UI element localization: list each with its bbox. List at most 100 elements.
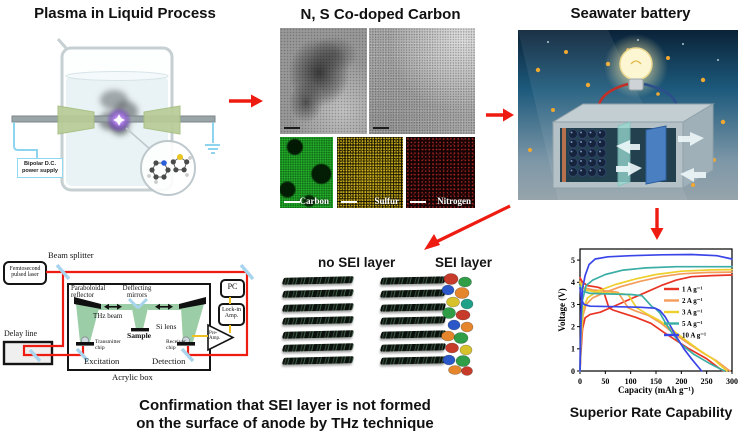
light-bulb	[619, 47, 653, 81]
thz-caption: Confirmation that SEI layer is not forme…	[120, 397, 450, 433]
paraboloidal-mirror-left	[74, 297, 101, 309]
anode-sheet	[281, 289, 355, 299]
x-tick-label: 250	[701, 377, 713, 386]
sei-layer-label: SEI layer	[435, 255, 493, 270]
thz-beam-label: THz beam	[93, 312, 123, 320]
rate-capability-chart: 0 50 100 150 200 250 300 0 1 2 3 4 5 Capacity (mAh g⁻…	[557, 248, 738, 395]
preamp-label: Pre- Amp.	[209, 331, 221, 342]
bulb-base	[628, 78, 644, 91]
anode-sheet	[281, 303, 355, 312]
carbon-panel-title: N, S Co-doped Carbon	[300, 6, 461, 23]
anode-sheet	[379, 289, 447, 299]
y-tick-label: 4	[571, 278, 575, 287]
seawater-battery-illustration	[518, 30, 738, 200]
anode-sheet	[281, 276, 355, 285]
scale-bar	[284, 127, 300, 129]
y-tick-label: 2	[571, 322, 575, 331]
series-line	[579, 281, 728, 372]
tem-image-high-mag	[369, 28, 475, 134]
y-tick-label: 0	[571, 367, 575, 376]
preamp-triangle	[207, 323, 235, 352]
plasma-panel-title: Plasma in Liquid Process	[34, 5, 216, 22]
thz-caption-line2: on the surface of anode by THz technique	[136, 415, 434, 432]
series-line	[579, 268, 733, 372]
anode-stack-with-sei	[379, 276, 447, 371]
x-tick-label: 150	[650, 377, 662, 386]
eds-map-label: Sulfur	[374, 196, 399, 206]
delay-line-label: Delay line	[4, 329, 38, 338]
bulb-filament	[630, 60, 642, 65]
y-tick-label: 1	[571, 345, 575, 354]
tem-image-low-mag	[280, 28, 367, 134]
y-axis-label: Voltage (V)	[557, 288, 567, 331]
plasma-beaker-illustration	[11, 38, 221, 196]
eds-map-nitrogen: Nitrogen	[406, 137, 475, 208]
eds-map-label: Nitrogen	[437, 196, 471, 206]
anode-sheet	[379, 356, 447, 366]
rate-capability-caption: Superior Rate Capability	[569, 404, 733, 420]
plasma-panel: Bipolar D.C. power supply	[10, 28, 221, 208]
arrow-carbon-to-battery	[486, 108, 514, 122]
plasma-spark	[113, 114, 125, 126]
eds-map-sulfur: Sulfur	[337, 137, 403, 208]
transmitter-chip-label: Transmitter chip	[95, 339, 121, 352]
signal-lines	[192, 297, 231, 337]
seawater-battery-panel	[518, 30, 738, 200]
eds-map-label: Carbon	[299, 196, 329, 206]
receiver-chip-bar	[177, 342, 195, 346]
anode-sheet	[379, 316, 447, 325]
anode-sheet	[379, 343, 447, 352]
legend-label: 10 A g⁻¹	[682, 332, 706, 340]
magnifier-line	[125, 127, 152, 151]
steering-mirrors	[28, 263, 255, 363]
acrylic-box-label: Acrylic box	[112, 372, 153, 382]
series-line	[579, 286, 703, 372]
paraboloidal-reflector-label: Paraboloidal reflector	[71, 285, 106, 300]
no-sei-layer-label: no SEI layer	[318, 255, 396, 270]
eds-map-carbon: Carbon	[280, 137, 333, 208]
lockin-amp-label: Lock-in Amp.	[222, 307, 241, 320]
receiver-chip-label: Receiver chip	[166, 339, 186, 352]
legend-label: 5 A g⁻¹	[682, 320, 703, 328]
deflecting-mirrors	[127, 297, 149, 310]
anode-sheet	[281, 329, 355, 339]
anode-sheet	[281, 316, 355, 325]
anode-sheet	[379, 329, 447, 339]
series-line	[579, 253, 733, 372]
thz-schematic-drawing	[2, 261, 255, 371]
thz-schematic-panel: Beam splitter Femtosecond pulsed laser D…	[0, 222, 270, 392]
series-line	[579, 274, 733, 372]
detection-label: Detection	[152, 356, 186, 366]
arrow-battery-to-sei	[424, 204, 511, 250]
pyridine-molecule	[147, 160, 171, 184]
sample-label: Sample	[127, 331, 152, 340]
arrow-plasma-to-carbon	[229, 94, 263, 108]
series-line	[579, 284, 726, 372]
power-supply-box: Bipolar D.C. power supply	[17, 158, 63, 178]
thz-caption-line1: Confirmation that SEI layer is not forme…	[139, 397, 431, 414]
si-lens-label: Si lens	[156, 322, 177, 331]
arrow-battery-to-chart	[650, 208, 664, 240]
x-tick-label: 0	[578, 377, 582, 386]
battery-panel-title: Seawater battery	[570, 5, 691, 22]
scale-bar	[341, 201, 357, 203]
scale-bar	[284, 201, 300, 203]
x-tick-label: 200	[675, 377, 687, 386]
anode-sheet	[281, 343, 355, 352]
beaker-spout	[56, 38, 68, 49]
sei-pebble-layer	[441, 273, 474, 376]
laser-label: Femtosecond pulsed laser	[9, 266, 41, 279]
anode-sphere-grid	[568, 129, 607, 177]
wire-left	[13, 122, 38, 159]
anode-current-collector	[562, 128, 566, 182]
anode-sheet	[379, 276, 447, 285]
legend-label: 1 A g⁻¹	[682, 286, 703, 294]
scale-bar	[410, 201, 426, 203]
ground-symbol	[205, 144, 221, 154]
x-tick-label: 50	[601, 377, 609, 386]
electrode-holder-right	[143, 105, 181, 135]
x-tick-label: 300	[726, 377, 738, 386]
deflecting-mirrors-label: Deflecting mirrors	[122, 285, 152, 300]
legend-label: 2 A g⁻¹	[682, 297, 703, 305]
